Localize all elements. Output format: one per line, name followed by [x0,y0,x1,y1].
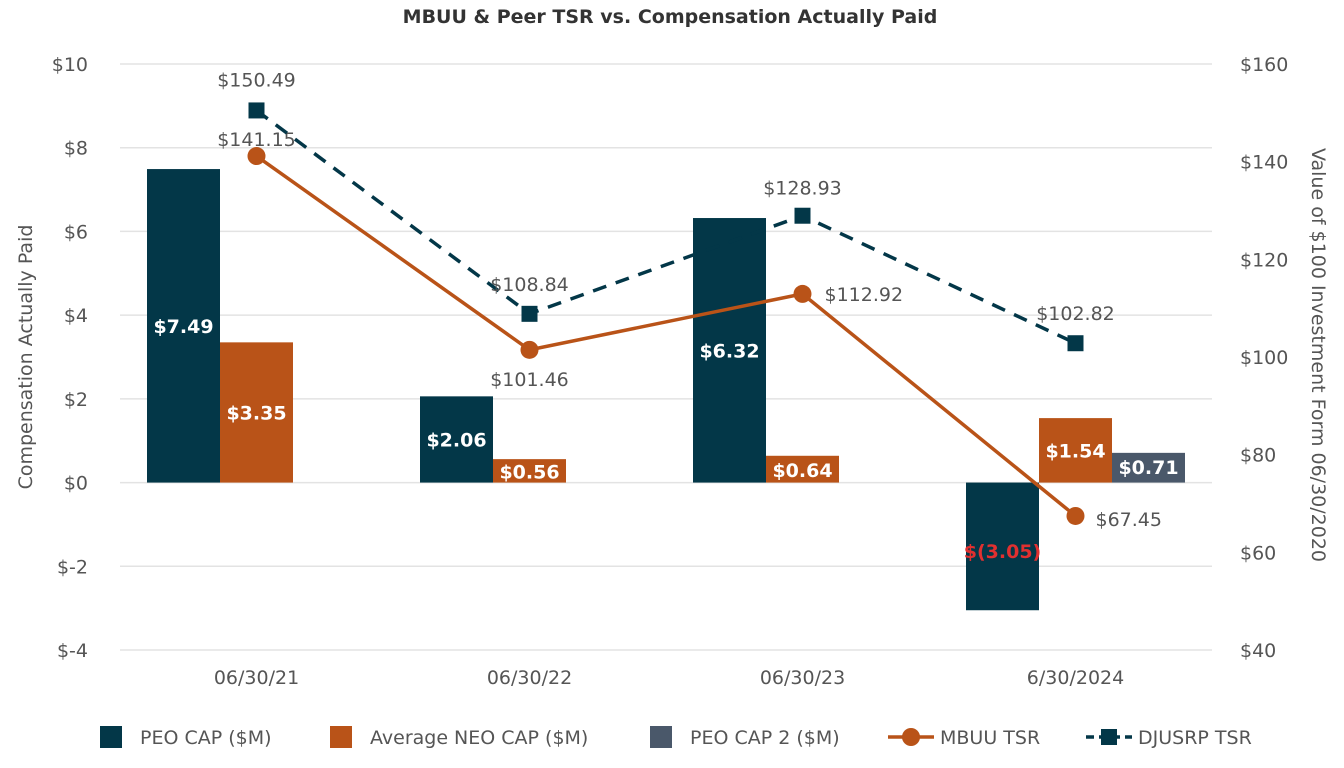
bar-label: $2.06 [426,429,486,451]
right-tick-label: $160 [1240,54,1288,76]
right-tick-label: $80 [1240,445,1276,467]
line-point [248,102,265,119]
left-tick-label: $0 [64,473,88,495]
right-tick-label: $120 [1240,249,1288,271]
bar-label: $0.71 [1118,457,1178,479]
left-tick-label: $4 [64,305,88,327]
bar-1 [693,218,766,483]
legend-marker [902,728,920,746]
line-point [1066,506,1085,525]
bar-2 [220,342,293,483]
chart-title: MBUU & Peer TSR vs. Compensation Actuall… [403,6,938,28]
legend-item: DJUSRP TSR [1086,727,1252,749]
bar-1 [420,396,493,483]
line-point [520,340,539,359]
legend-swatch [100,726,122,748]
line-point-label: $102.82 [1036,303,1115,325]
left-tick-label: $8 [64,138,88,160]
left-tick-label: $6 [64,221,88,243]
tsr-lines: $141.15 $101.46 $112.92 $67.45 $150.49 $108.8… [217,69,1162,531]
left-tick-label: $10 [52,54,88,76]
left-tick-label: $-2 [57,556,88,578]
line-point [1067,335,1084,352]
right-axis-title: Value of $100 Investment Form 06/30/2020 [1307,148,1329,562]
right-tick-label: $60 [1240,542,1276,564]
line-point [521,305,538,322]
legend: PEO CAP ($M) Average NEO CAP ($M) PEO CAP … [100,726,1252,749]
bar-1 [147,169,220,483]
line-point-label: $67.45 [1096,509,1162,531]
x-tick-label: 06/30/21 [214,667,299,689]
legend-item: Average NEO CAP ($M) [330,726,588,749]
legend-item: PEO CAP 2 ($M) [650,726,840,749]
bar-1 [966,482,1039,611]
right-tick-label: $140 [1240,152,1288,174]
legend-swatch [650,726,672,748]
left-tick-label: $2 [64,389,88,411]
left-tick-label: $-4 [57,640,88,662]
bar-label: $(3.05) [964,541,1041,563]
x-tick-label: 06/30/23 [760,667,845,689]
line-point-label: $101.46 [490,369,569,391]
legend-label: Average NEO CAP ($M) [370,727,588,749]
bar-label: $1.54 [1045,440,1105,462]
bar-label: $7.49 [153,316,213,338]
legend-item: MBUU TSR [888,727,1040,749]
line-point [794,207,811,224]
line-point [793,284,812,303]
line-point-label: $150.49 [217,69,296,91]
x-tick-label: 6/30/2024 [1027,667,1124,689]
legend-label: DJUSRP TSR [1138,727,1252,749]
bar-label: $3.35 [226,402,286,424]
bar-label: $6.32 [699,340,759,362]
right-axis-ticks: $160 $140 $120 $100 $80 $60 $40 [1240,54,1288,662]
line-djusrp-tsr [255,109,1077,345]
legend-marker [1101,729,1117,745]
legend-label: PEO CAP 2 ($M) [690,727,840,749]
left-axis-ticks: $10 $8 $6 $4 $2 $0 $-2 $-4 [52,54,88,662]
bar-2 [1039,418,1112,483]
right-tick-label: $40 [1240,640,1276,662]
right-tick-label: $100 [1240,347,1288,369]
legend-label: PEO CAP ($M) [140,727,272,749]
legend-label: MBUU TSR [940,727,1040,749]
x-tick-label: 06/30/22 [487,667,572,689]
bar-2 [766,455,839,483]
bar-label: $0.64 [772,460,832,482]
line-mbuu-tsr [255,154,1077,518]
line-point [247,147,266,166]
line-point-label: $141.15 [217,129,296,151]
bar-2 [493,459,566,483]
grid-lines [120,63,1212,651]
legend-item: PEO CAP ($M) [100,726,272,749]
line-point-label: $112.92 [825,284,904,306]
x-axis-ticks: 06/30/21 06/30/22 06/30/23 6/30/2024 [214,667,1124,689]
bar-3 [1112,452,1185,483]
bars: $7.49 $2.06 $6.32 $(3.05) $3.35 $0.56 $0.64 $1.… [147,169,1185,611]
left-axis-title: Compensation Actually Paid [15,225,37,490]
bar-label: $0.56 [499,462,559,484]
legend-swatch [330,726,352,748]
line-point-label: $108.84 [490,274,569,296]
line-point-label: $128.93 [763,178,842,200]
